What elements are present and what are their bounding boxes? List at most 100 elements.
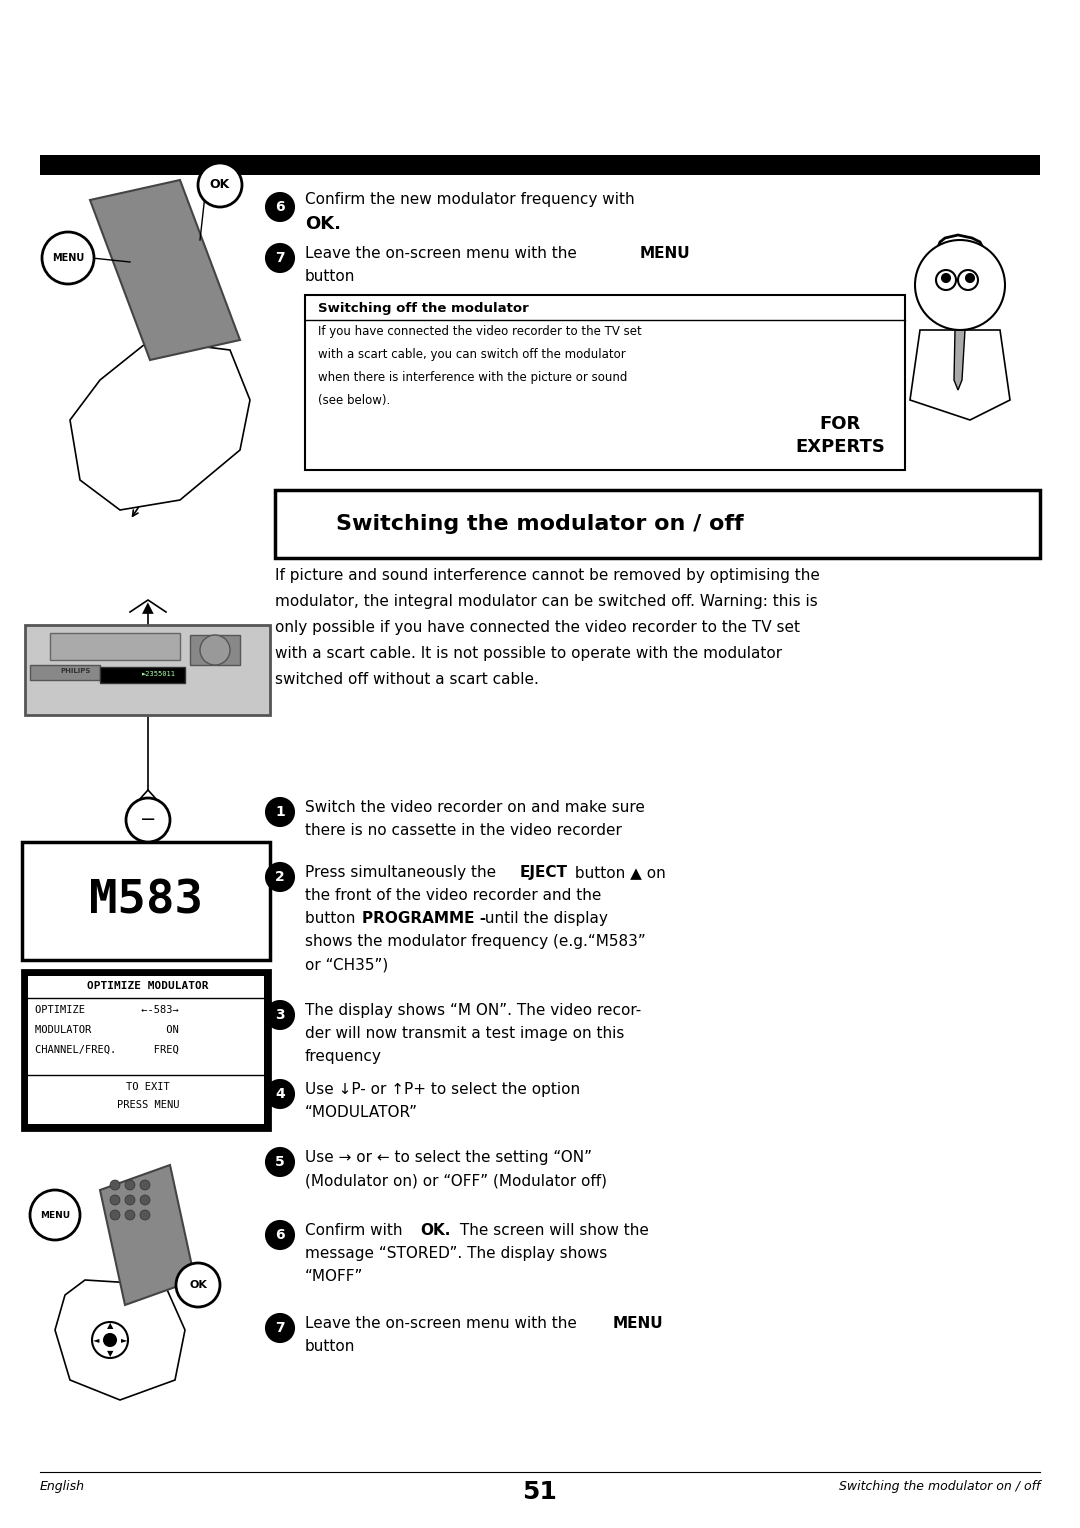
Text: Confirm the new modulator frequency with: Confirm the new modulator frequency with bbox=[305, 193, 635, 206]
Polygon shape bbox=[90, 180, 240, 361]
Text: OK.: OK. bbox=[305, 215, 341, 232]
Text: “MODULATOR”: “MODULATOR” bbox=[305, 1105, 418, 1120]
Polygon shape bbox=[954, 330, 966, 390]
Circle shape bbox=[176, 1264, 220, 1306]
Polygon shape bbox=[100, 1164, 195, 1305]
Circle shape bbox=[266, 193, 294, 222]
Text: Switching off the modulator: Switching off the modulator bbox=[318, 303, 529, 315]
Text: MENU: MENU bbox=[613, 1316, 663, 1331]
Circle shape bbox=[42, 232, 94, 284]
Text: MENU: MENU bbox=[52, 254, 84, 263]
Text: Leave the on-screen menu with the: Leave the on-screen menu with the bbox=[305, 1316, 582, 1331]
Bar bbox=[50, 633, 180, 660]
Text: Switching the modulator on / off: Switching the modulator on / off bbox=[336, 513, 744, 533]
Circle shape bbox=[266, 1001, 294, 1028]
Text: 51: 51 bbox=[523, 1481, 557, 1504]
Bar bbox=[275, 490, 1040, 558]
Text: switched off without a scart cable.: switched off without a scart cable. bbox=[275, 672, 539, 688]
Text: English: English bbox=[40, 1481, 85, 1493]
Text: with a scart cable. It is not possible to operate with the modulator: with a scart cable. It is not possible t… bbox=[275, 646, 782, 662]
Text: OK: OK bbox=[189, 1280, 207, 1290]
Text: PRESS MENU: PRESS MENU bbox=[117, 1100, 179, 1109]
Text: 7: 7 bbox=[275, 1322, 285, 1335]
Text: The display shows “M ON”. The video recor-: The display shows “M ON”. The video reco… bbox=[305, 1002, 642, 1018]
Text: button: button bbox=[305, 1339, 355, 1354]
Text: OK.: OK. bbox=[420, 1222, 450, 1238]
Circle shape bbox=[140, 1195, 150, 1206]
Text: PHILIPS: PHILIPS bbox=[60, 668, 91, 674]
Text: 1: 1 bbox=[275, 805, 285, 819]
Circle shape bbox=[110, 1180, 120, 1190]
Text: Use ↓P- or ↑P+ to select the option: Use ↓P- or ↑P+ to select the option bbox=[305, 1082, 580, 1097]
Text: −: − bbox=[139, 810, 157, 830]
Text: 7: 7 bbox=[275, 251, 285, 264]
Text: (see below).: (see below). bbox=[318, 394, 390, 406]
Text: CHANNEL/FREQ.      FREQ: CHANNEL/FREQ. FREQ bbox=[35, 1045, 179, 1054]
Text: Switching the modulator on / off: Switching the modulator on / off bbox=[839, 1481, 1040, 1493]
Bar bbox=[305, 295, 905, 471]
Text: the front of the video recorder and the: the front of the video recorder and the bbox=[305, 888, 602, 903]
Text: “MOFF”: “MOFF” bbox=[305, 1268, 363, 1284]
Text: If you have connected the video recorder to the TV set: If you have connected the video recorder… bbox=[318, 325, 642, 338]
Text: button: button bbox=[305, 911, 361, 926]
Circle shape bbox=[266, 1148, 294, 1177]
Text: 5: 5 bbox=[275, 1155, 285, 1169]
Text: OPTIMIZE MODULATOR: OPTIMIZE MODULATOR bbox=[87, 981, 208, 992]
Text: (Modulator on) or “OFF” (Modulator off): (Modulator on) or “OFF” (Modulator off) bbox=[305, 1174, 607, 1187]
Circle shape bbox=[266, 798, 294, 827]
Text: TO EXIT: TO EXIT bbox=[126, 1082, 170, 1093]
Text: 3: 3 bbox=[275, 1008, 285, 1022]
Text: 6: 6 bbox=[275, 200, 285, 214]
Text: with a scart cable, you can switch off the modulator: with a scart cable, you can switch off t… bbox=[318, 348, 625, 361]
Circle shape bbox=[125, 1180, 135, 1190]
Text: OK: OK bbox=[210, 179, 230, 191]
Text: Confirm with: Confirm with bbox=[305, 1222, 407, 1238]
Text: or “CH35”): or “CH35”) bbox=[305, 957, 388, 972]
Bar bbox=[25, 625, 270, 715]
Text: 2: 2 bbox=[275, 869, 285, 885]
Text: Press simultaneously the: Press simultaneously the bbox=[305, 865, 501, 880]
Bar bbox=[22, 970, 270, 1131]
Text: der will now transmit a test image on this: der will now transmit a test image on th… bbox=[305, 1025, 624, 1041]
Circle shape bbox=[266, 1314, 294, 1342]
Circle shape bbox=[266, 1221, 294, 1248]
Circle shape bbox=[125, 1195, 135, 1206]
Text: Use → or ← to select the setting “ON”: Use → or ← to select the setting “ON” bbox=[305, 1151, 592, 1164]
Circle shape bbox=[30, 1190, 80, 1241]
Text: modulator, the integral modulator can be switched off. Warning: this is: modulator, the integral modulator can be… bbox=[275, 594, 818, 610]
Text: The screen will show the: The screen will show the bbox=[455, 1222, 649, 1238]
Circle shape bbox=[915, 240, 1005, 330]
Text: MENU: MENU bbox=[640, 246, 690, 261]
Text: ▼: ▼ bbox=[107, 1349, 113, 1358]
Bar bbox=[30, 665, 100, 680]
Text: ◄: ◄ bbox=[93, 1335, 99, 1345]
Bar bbox=[190, 636, 240, 665]
Circle shape bbox=[110, 1210, 120, 1219]
Circle shape bbox=[92, 1322, 129, 1358]
Circle shape bbox=[266, 1080, 294, 1108]
Circle shape bbox=[266, 863, 294, 891]
Text: until the display: until the display bbox=[480, 911, 608, 926]
Text: MODULATOR            ON: MODULATOR ON bbox=[35, 1025, 179, 1034]
Text: ►2355011: ►2355011 bbox=[141, 671, 176, 677]
Circle shape bbox=[140, 1210, 150, 1219]
Circle shape bbox=[966, 274, 974, 283]
Text: frequency: frequency bbox=[305, 1050, 382, 1063]
Text: Leave the on-screen menu with the: Leave the on-screen menu with the bbox=[305, 246, 582, 261]
Text: when there is interference with the picture or sound: when there is interference with the pict… bbox=[318, 371, 627, 384]
Text: If picture and sound interference cannot be removed by optimising the: If picture and sound interference cannot… bbox=[275, 568, 820, 584]
Text: EXPERTS: EXPERTS bbox=[795, 439, 885, 455]
Text: EJECT: EJECT bbox=[519, 865, 568, 880]
Bar bbox=[100, 668, 185, 683]
Polygon shape bbox=[70, 341, 249, 510]
Circle shape bbox=[104, 1334, 116, 1346]
Circle shape bbox=[125, 1210, 135, 1219]
Bar bbox=[22, 842, 270, 960]
Circle shape bbox=[140, 1180, 150, 1190]
Bar bbox=[28, 976, 264, 1125]
Text: message “STORED”. The display shows: message “STORED”. The display shows bbox=[305, 1245, 607, 1261]
Text: there is no cassette in the video recorder: there is no cassette in the video record… bbox=[305, 824, 622, 837]
Text: OPTIMIZE         ←-583→: OPTIMIZE ←-583→ bbox=[35, 1005, 179, 1015]
Circle shape bbox=[110, 1195, 120, 1206]
Circle shape bbox=[126, 798, 170, 842]
